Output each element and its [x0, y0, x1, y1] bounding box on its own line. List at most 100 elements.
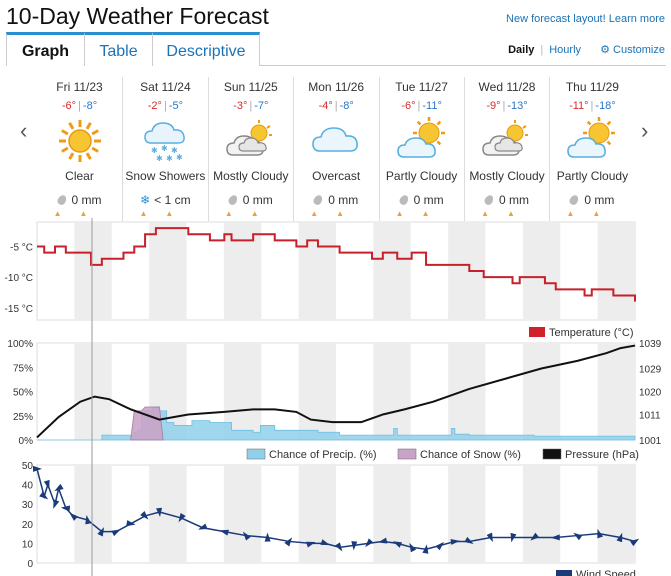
- temperature-panel-band: [522, 222, 561, 320]
- day-date: Sat 11/24: [140, 80, 191, 94]
- tab-graph[interactable]: Graph: [6, 32, 85, 66]
- sunrise-moon-icons: ▲▲: [53, 209, 106, 218]
- svg-text:✱: ✱: [176, 153, 183, 162]
- day-column[interactable]: Mon 11/26 -4° | -8° Overcast 0 mm ▲▲: [293, 77, 378, 221]
- wind-direction-arrow: [365, 538, 374, 548]
- day-temps: -6° | -11°: [380, 100, 464, 112]
- wind-direction-arrow: [486, 532, 493, 543]
- high-temp: -6°: [61, 100, 77, 112]
- daily-toggle[interactable]: Daily: [508, 44, 535, 56]
- wind-direction-arrow: [54, 483, 64, 492]
- day-column[interactable]: Sat 11/24 -2° | -5° ✱ ✱ ✱ ✱ ✱ ✱ Snow Showers ❄ < 1 c…: [122, 77, 207, 221]
- sun-icon: [37, 115, 122, 167]
- temperature-legend-label: Temperature (°C): [549, 327, 633, 339]
- wind-direction-arrow: [284, 537, 293, 547]
- precip-amount: < 1 cm: [154, 193, 191, 207]
- wind-direction-arrow: [377, 537, 388, 544]
- wind-direction-arrow: [464, 536, 474, 544]
- wind-direction-arrow: [178, 512, 186, 523]
- wind-direction-arrow: [242, 531, 251, 541]
- wind-tick-label: 20: [22, 520, 34, 531]
- precip-amount: 0 mm: [242, 193, 273, 207]
- day-precip: 0 mm: [37, 193, 122, 207]
- toggle-separator: |: [540, 44, 544, 56]
- wind-direction-arrow: [111, 529, 121, 537]
- day-precip: 0 mm: [209, 193, 293, 207]
- day-date: Thu 11/29: [565, 80, 619, 94]
- wind-direction-arrow: [550, 534, 560, 541]
- wind-direction-arrow: [320, 539, 330, 546]
- wind-panel-band: [298, 465, 336, 563]
- day-precip: 0 mm: [380, 193, 464, 207]
- overcast-icon: [294, 115, 378, 167]
- temperature-panel-band: [298, 222, 336, 320]
- temperature-panel-band: [223, 222, 262, 320]
- wind-direction-arrow: [510, 532, 517, 543]
- day-column[interactable]: Fri 11/23 -6° | -8° Clear 0 mm ▲▲: [37, 77, 122, 221]
- wind-direction-arrow: [126, 520, 136, 527]
- pressure-tick-label: 1039: [639, 339, 662, 350]
- new-layout-link[interactable]: New forecast layout!: [506, 13, 606, 25]
- wind-direction-arrow: [69, 512, 79, 521]
- pressure-line: [36, 344, 636, 439]
- wind-direction-arrow: [351, 541, 358, 551]
- day-column[interactable]: Sun 11/25 -3° | -7° Mostly Cloudy 0 mm ▲▲: [207, 77, 293, 221]
- prev-arrow-icon[interactable]: ‹: [20, 118, 28, 143]
- high-temp: -3°: [233, 100, 248, 112]
- high-temp: -11°: [569, 100, 589, 112]
- wind-direction-arrow: [530, 532, 540, 541]
- precip-legend-swatch: [542, 448, 562, 460]
- day-temps: -4° | -8°: [294, 100, 378, 112]
- precip-legend-label: Pressure (hPa): [565, 449, 639, 461]
- day-condition: Partly Cloudy: [385, 169, 458, 183]
- wind-panel-band: [522, 465, 561, 563]
- tab-descriptive[interactable]: Descriptive: [153, 32, 260, 66]
- wind-tick-label: 30: [22, 500, 34, 511]
- wind-direction-arrow: [85, 514, 92, 525]
- wind-direction-arrow: [53, 499, 60, 509]
- precip-amount: 0 mm: [499, 193, 529, 207]
- sunrise-moon-icons: ▲▲: [566, 209, 619, 218]
- sunrise-moon-icons: ▲▲: [139, 209, 192, 218]
- snowflake-icon: ❄: [140, 193, 151, 207]
- temperature-panel-band: [74, 222, 112, 320]
- low-temp: -11°: [422, 100, 442, 112]
- precip-tick-label: 100%: [7, 339, 33, 350]
- wind-direction-arrow: [219, 529, 229, 536]
- wind-direction-arrow: [156, 507, 163, 518]
- wind-direction-arrow: [597, 528, 604, 539]
- precip-panel-band: [373, 343, 411, 440]
- wind-panel-band: [74, 465, 112, 563]
- low-temp: -18°: [595, 100, 616, 112]
- day-date: Wed 11/28: [478, 80, 536, 94]
- precip-panel-band: [522, 343, 561, 440]
- day-condition: Snow Showers: [125, 169, 206, 183]
- precip-amount: 0 mm: [413, 193, 444, 207]
- low-temp: -7°: [254, 100, 269, 112]
- mostly-cloudy-icon: [465, 115, 549, 167]
- page-title: 10-Day Weather Forecast: [6, 3, 269, 29]
- wind-tick-label: 40: [22, 481, 34, 492]
- wind-direction-arrow: [450, 538, 460, 545]
- tab-table[interactable]: Table: [85, 32, 153, 66]
- temperature-panel-band: [597, 222, 635, 320]
- temp-tick-label: -10 °C: [5, 273, 33, 284]
- pressure-tick-label: 1020: [639, 388, 662, 399]
- high-temp: -4°: [318, 100, 333, 112]
- sunrise-moon-icons: ▲▲: [395, 209, 448, 218]
- hourly-toggle[interactable]: Hourly: [549, 44, 582, 56]
- day-column[interactable]: Thu 11/29 -11° | -18° Partly Cloudy 0 mm ▲▲: [549, 77, 634, 221]
- learn-more-link[interactable]: Learn more: [608, 13, 665, 25]
- pressure-tick-label: 1001: [639, 436, 662, 447]
- customize-button[interactable]: ⚙ Customize: [600, 44, 665, 56]
- wind-direction-arrow: [43, 479, 50, 490]
- wind-direction-arrow: [616, 532, 623, 543]
- next-arrow-icon[interactable]: ›: [641, 118, 649, 143]
- precip-tick-label: 75%: [13, 363, 33, 374]
- wind-direction-arrow: [435, 541, 445, 551]
- day-column[interactable]: Wed 11/28 -9° | -13° Mostly Cloudy 0 mm ▲▲: [464, 77, 549, 221]
- temperature-panel-band: [149, 222, 187, 320]
- day-column[interactable]: Tue 11/27 -6° | -11° Partly Cloudy 0 mm ▲▲: [378, 77, 464, 221]
- svg-text:✱: ✱: [156, 154, 163, 163]
